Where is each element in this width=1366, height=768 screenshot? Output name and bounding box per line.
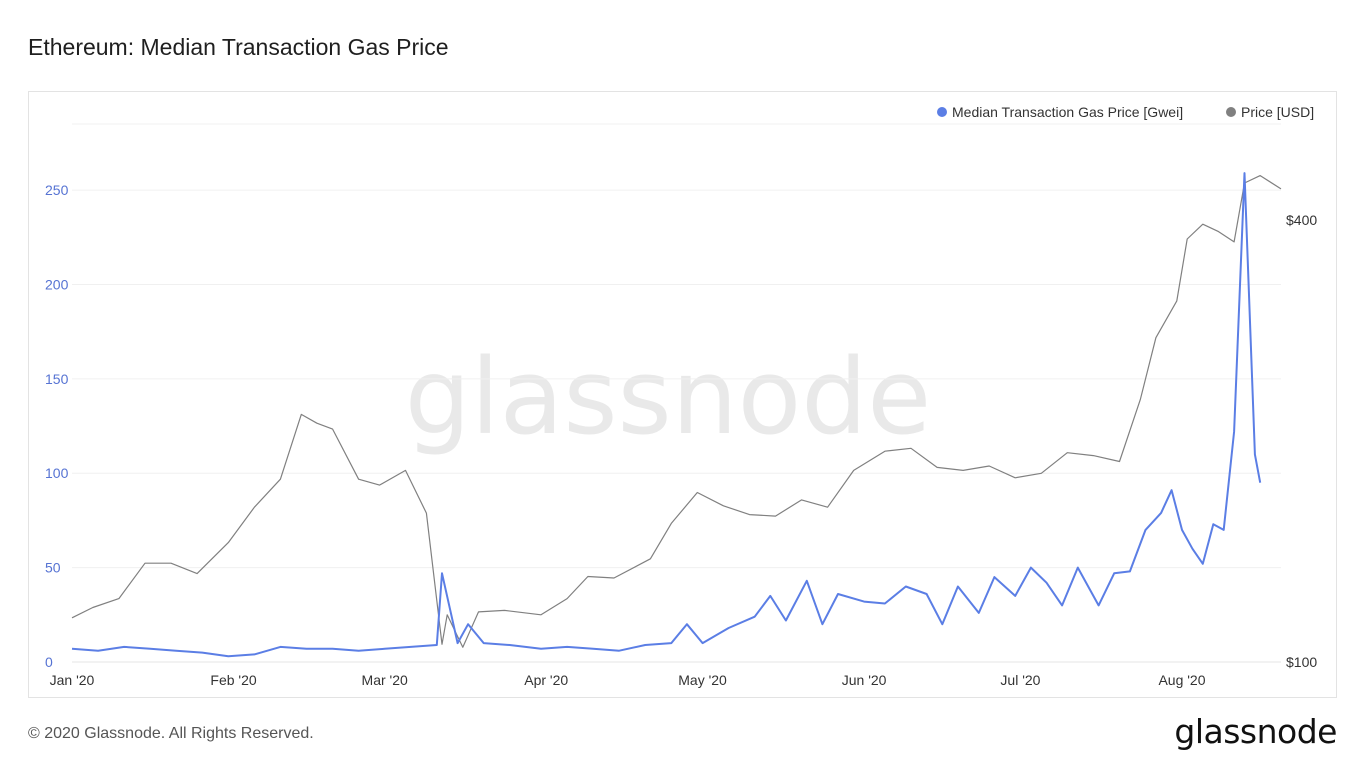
gas-price-line bbox=[71, 172, 1262, 658]
x-tick-label: Jul '20 bbox=[1000, 672, 1040, 688]
left-tick-label: 200 bbox=[45, 276, 69, 292]
x-tick-label: Apr '20 bbox=[524, 672, 568, 688]
legend-label: Price [USD] bbox=[1241, 104, 1314, 120]
left-tick-label: 50 bbox=[45, 560, 61, 576]
chart-legend[interactable]: Median Transaction Gas Price [Gwei] Price… bbox=[937, 104, 1314, 120]
left-tick-label: 0 bbox=[45, 654, 53, 670]
left-tick-label: 250 bbox=[45, 182, 69, 198]
copyright-text: © 2020 Glassnode. All Rights Reserved. bbox=[28, 725, 314, 742]
legend-marker bbox=[1226, 107, 1236, 117]
legend-marker bbox=[937, 107, 947, 117]
right-tick-label: $400 bbox=[1286, 212, 1317, 228]
x-tick-label: Mar '20 bbox=[362, 672, 408, 688]
legend-label: Median Transaction Gas Price [Gwei] bbox=[952, 104, 1183, 120]
chart-frame bbox=[28, 91, 1337, 698]
left-axis: 0 50 100 150 200 250 bbox=[45, 182, 69, 670]
x-tick-label: Aug '20 bbox=[1158, 672, 1205, 688]
x-tick-label: Jan '20 bbox=[50, 672, 95, 688]
series-layer bbox=[71, 172, 1282, 658]
x-axis: Jan '20 Feb '20 Mar '20 Apr '20 May '20 Jun '… bbox=[50, 672, 1206, 688]
x-tick-label: Jun '20 bbox=[842, 672, 887, 688]
legend-item-price[interactable]: Price [USD] bbox=[1226, 104, 1314, 120]
legend-item-gas[interactable]: Median Transaction Gas Price [Gwei] bbox=[937, 104, 1183, 120]
eth-price-line bbox=[71, 175, 1282, 648]
left-tick-label: 150 bbox=[45, 371, 69, 387]
glassnode-logo[interactable]: glassnode bbox=[1174, 712, 1337, 751]
grid-lines bbox=[72, 123, 1281, 663]
watermark: glassnode bbox=[405, 336, 932, 458]
right-axis: $100 $400 bbox=[1286, 212, 1317, 670]
x-tick-label: Feb '20 bbox=[210, 672, 256, 688]
chart-canvas: glassnode 0 50 100 150 200 250 $100 $400 Jan '… bbox=[45, 104, 1317, 688]
chart-title: Ethereum: Median Transaction Gas Price bbox=[28, 34, 449, 60]
right-tick-label: $100 bbox=[1286, 654, 1317, 670]
x-tick-label: May '20 bbox=[678, 672, 727, 688]
left-tick-label: 100 bbox=[45, 465, 69, 481]
